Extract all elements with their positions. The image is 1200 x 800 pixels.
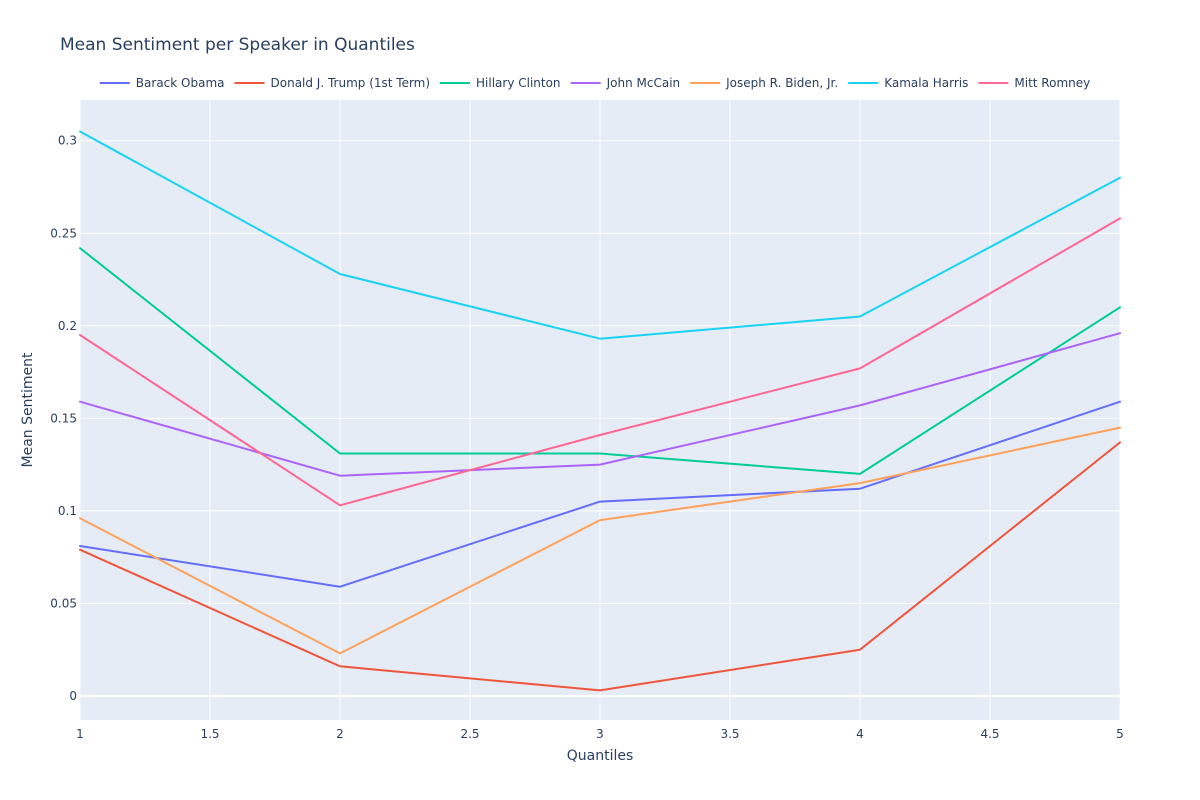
legend-label: Donald J. Trump (1st Term) xyxy=(271,76,431,90)
x-axis: 1 1.5 2 2.5 3 3.5 4 4.5 5 xyxy=(76,727,1124,741)
legend-label: Joseph R. Biden, Jr. xyxy=(725,76,838,90)
legend-item[interactable]: Joseph R. Biden, Jr. xyxy=(690,76,838,90)
y-tick-label: 0.25 xyxy=(50,226,77,240)
legend-label: Barack Obama xyxy=(136,76,225,90)
x-tick-label: 3.5 xyxy=(720,727,739,741)
legend-item[interactable]: Mitt Romney xyxy=(978,76,1090,90)
legend-item[interactable]: Hillary Clinton xyxy=(440,76,561,90)
y-tick-label: 0 xyxy=(69,689,77,703)
y-tick-label: 0.05 xyxy=(50,596,77,610)
series-line-5[interactable] xyxy=(79,130,1121,340)
x-tick-label: 1.5 xyxy=(200,727,219,741)
x-tick-label: 2 xyxy=(336,727,344,741)
legend-label: John McCain xyxy=(606,76,681,90)
chart-title: Mean Sentiment per Speaker in Quantiles xyxy=(60,35,415,55)
y-tick-label: 0.15 xyxy=(50,411,77,425)
series-line-0[interactable] xyxy=(79,400,1121,588)
series-line-2[interactable] xyxy=(79,247,1121,475)
y-tick-label: 0.1 xyxy=(58,504,77,518)
legend-item[interactable]: John McCain xyxy=(570,76,681,90)
x-tick-label: 3 xyxy=(596,727,604,741)
series-line-6[interactable] xyxy=(79,217,1121,507)
legend-label: Mitt Romney xyxy=(1014,76,1090,90)
legend-item[interactable]: Donald J. Trump (1st Term) xyxy=(234,76,431,90)
x-tick-label: 1 xyxy=(76,727,84,741)
y-axis: 0 0.05 0.1 0.15 0.2 0.25 0.3 xyxy=(50,134,77,703)
y-axis-title: Mean Sentiment xyxy=(20,352,36,467)
y-tick-label: 0.3 xyxy=(58,134,77,148)
y-tick-label: 0.2 xyxy=(58,319,77,333)
x-tick-label: 5 xyxy=(1116,727,1124,741)
x-tick-label: 4 xyxy=(856,727,864,741)
series-layer xyxy=(79,130,1121,692)
series-line-1[interactable] xyxy=(79,441,1121,692)
legend-label: Hillary Clinton xyxy=(476,76,561,90)
x-axis-title: Quantiles xyxy=(567,748,634,764)
x-tick-label: 2.5 xyxy=(460,727,479,741)
legend[interactable]: Barack Obama Donald J. Trump (1st Term) Hi… xyxy=(99,76,1090,90)
series-line-3[interactable] xyxy=(79,332,1121,477)
x-tick-label: 4.5 xyxy=(980,727,999,741)
legend-label: Kamala Harris xyxy=(884,76,968,90)
legend-item[interactable]: Kamala Harris xyxy=(848,76,968,90)
series-line-4[interactable] xyxy=(79,426,1121,655)
legend-item[interactable]: Barack Obama xyxy=(99,76,225,90)
